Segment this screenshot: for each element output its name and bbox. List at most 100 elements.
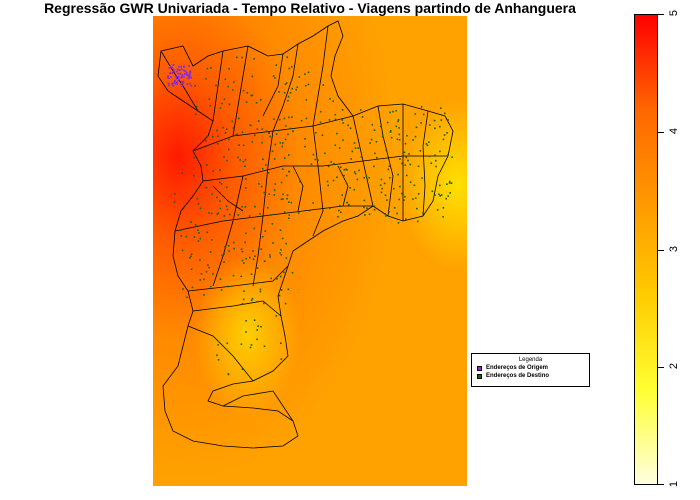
destination-point — [242, 89, 245, 92]
destination-point — [326, 180, 329, 183]
destination-point — [290, 201, 293, 204]
destination-point — [282, 168, 284, 170]
destination-point — [408, 153, 410, 155]
destination-point — [260, 325, 262, 328]
destination-point — [282, 193, 284, 196]
origin-point — [186, 77, 189, 80]
destination-point — [205, 140, 207, 142]
destination-point — [350, 158, 352, 160]
destination-point — [341, 109, 344, 111]
destination-point — [403, 151, 406, 154]
destination-point — [256, 128, 259, 130]
destination-point — [349, 127, 352, 130]
origin-point — [183, 65, 186, 68]
destination-point — [440, 119, 443, 121]
destination-point — [447, 195, 449, 197]
destination-point — [292, 130, 294, 132]
destination-point — [261, 167, 264, 170]
destination-point — [385, 149, 388, 152]
destination-point — [317, 159, 319, 161]
destination-point — [347, 124, 349, 127]
destination-point — [197, 229, 199, 231]
destination-point — [212, 273, 214, 275]
destination-point — [245, 187, 247, 189]
destination-point — [291, 116, 293, 118]
destination-point — [305, 117, 308, 120]
destination-point — [445, 197, 447, 200]
origin-point — [188, 76, 191, 79]
destination-point — [286, 56, 288, 59]
destination-point — [245, 232, 247, 235]
destination-point — [389, 131, 392, 133]
destination-point — [422, 113, 425, 116]
destination-point — [341, 194, 343, 196]
origin-point — [177, 78, 180, 81]
destination-point — [404, 195, 406, 198]
destination-point — [354, 172, 357, 175]
destination-point — [274, 143, 277, 146]
origin-point — [189, 70, 192, 73]
destination-point — [233, 81, 235, 83]
destination-point — [412, 139, 414, 141]
origin-point — [190, 76, 192, 79]
destination-point — [197, 203, 200, 205]
destination-point — [333, 162, 335, 165]
destination-point — [330, 161, 332, 163]
destination-point — [217, 359, 220, 361]
destination-point — [236, 133, 238, 136]
color-scale-tick-label: 1 — [668, 480, 680, 488]
map-canvas — [153, 16, 467, 486]
destination-point — [237, 117, 240, 120]
destination-point — [398, 139, 401, 141]
origin-point — [181, 85, 183, 87]
destination-point — [259, 99, 262, 101]
destination-point — [312, 153, 315, 156]
destination-point — [353, 188, 356, 191]
destination-point — [273, 194, 276, 196]
destination-point — [285, 242, 287, 245]
origin-point — [167, 82, 170, 85]
destination-point — [228, 250, 230, 252]
origin-point — [180, 68, 183, 71]
destination-point — [338, 147, 341, 149]
destination-point — [443, 134, 446, 136]
destination-point — [417, 193, 420, 195]
destination-point — [219, 200, 221, 202]
color-scale-tick — [658, 249, 664, 251]
destination-point — [257, 325, 259, 327]
destination-point — [291, 87, 293, 90]
destination-point — [275, 133, 278, 135]
destination-point — [253, 227, 256, 230]
destination-point — [278, 129, 280, 132]
origin-point — [184, 73, 186, 75]
destination-point — [447, 153, 449, 156]
destination-point — [219, 169, 221, 171]
origin-point — [181, 74, 184, 76]
destination-point — [366, 207, 368, 209]
destination-point — [288, 217, 290, 219]
destination-point — [446, 132, 448, 134]
destination-point — [195, 113, 197, 116]
destination-point — [186, 296, 188, 299]
destination-point — [425, 143, 428, 145]
destination-point — [254, 134, 256, 137]
destination-point — [343, 174, 345, 177]
destination-point — [380, 178, 383, 181]
origin-point — [175, 77, 178, 80]
destination-point — [357, 147, 360, 149]
destination-point — [228, 68, 230, 70]
destination-point — [342, 139, 344, 141]
destination-point — [365, 175, 368, 178]
destination-point — [263, 260, 266, 262]
destination-point — [322, 84, 325, 86]
destination-point — [190, 221, 192, 223]
destination-point — [283, 91, 286, 94]
destination-point — [195, 105, 198, 108]
destination-point — [360, 156, 363, 158]
destination-point — [401, 162, 403, 165]
origin-points — [167, 64, 193, 87]
destination-point — [341, 119, 344, 121]
destination-point — [364, 214, 366, 216]
destination-point — [329, 98, 331, 100]
destination-point — [219, 181, 221, 184]
